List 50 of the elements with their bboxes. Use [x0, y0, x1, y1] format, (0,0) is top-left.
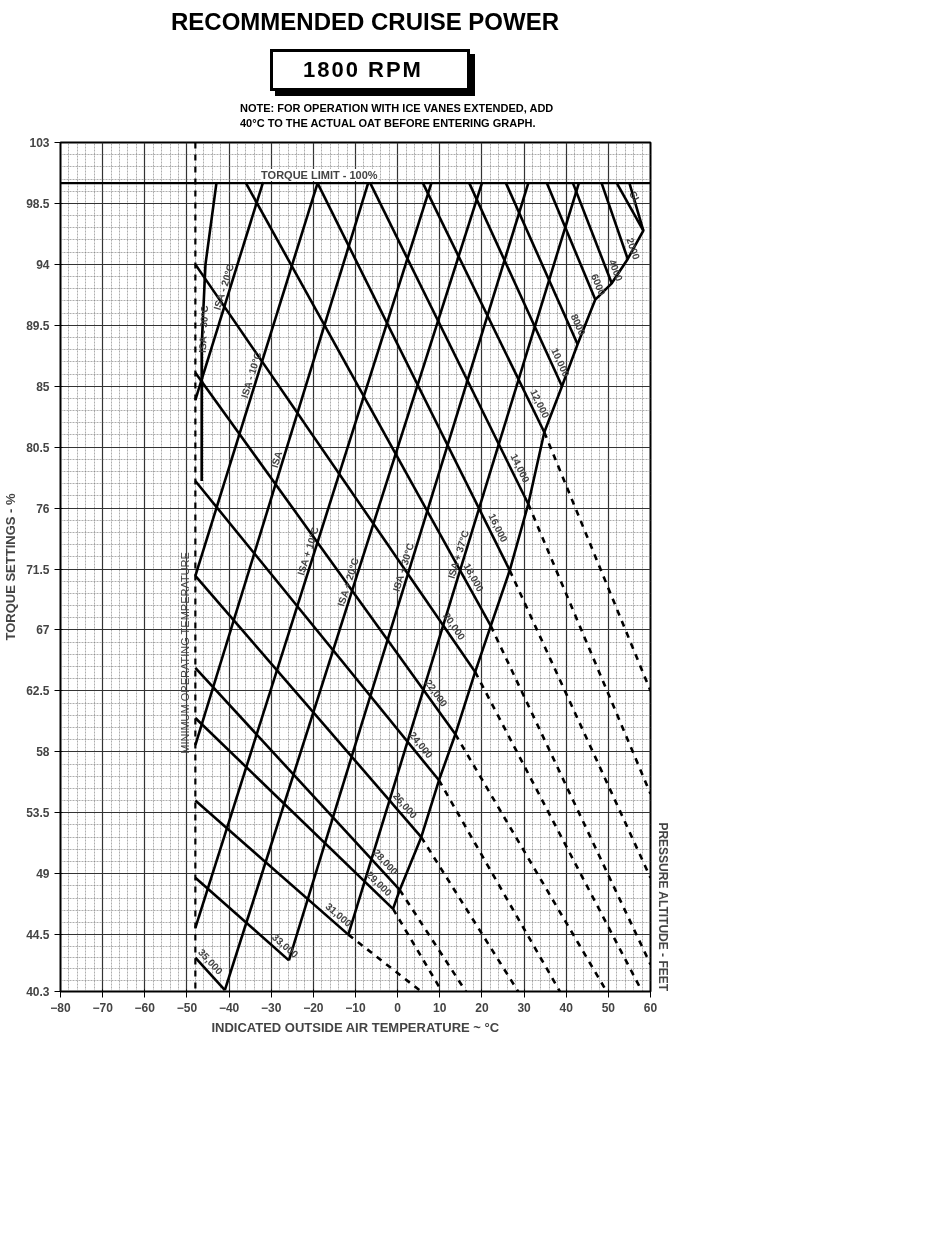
text: SL	[627, 189, 644, 207]
y-tick-label: 76	[36, 501, 50, 516]
y-tick-label: 53.5	[26, 806, 50, 821]
text: ISA + 10°C	[295, 525, 321, 577]
x-tick-label: −10	[345, 1000, 366, 1015]
text: 8000	[568, 312, 588, 338]
x-tick-label: 60	[643, 1000, 658, 1015]
x-tick-label: 40	[559, 1000, 574, 1015]
y-tick-label: 40.3	[26, 985, 50, 1000]
y-tick-label: 58	[36, 745, 50, 760]
ref-line-label: TORQUE LIMIT - 100%	[261, 169, 378, 182]
y-tick-label: 85	[36, 379, 50, 394]
x-tick-label: −30	[261, 1000, 282, 1015]
x-tick-label: 50	[601, 1000, 616, 1015]
text: 2000	[624, 236, 643, 262]
y-tick-label: 49	[36, 867, 50, 882]
text: ISA + 30°C	[390, 541, 416, 593]
x-tick-label: −60	[134, 1000, 156, 1015]
text: ISA - 30°C	[196, 305, 211, 354]
chart-subtitle: 1800 RPM	[303, 56, 423, 85]
text: ISA - 20°C	[211, 262, 237, 312]
y-tick-label: 67	[36, 623, 50, 638]
chart-title: RECOMMENDED CRUISE POWER	[170, 7, 560, 37]
ref-line-label: MINIMUM OPERATING TEMPERATURE	[179, 552, 192, 754]
x-tick-label: 10	[433, 1000, 447, 1015]
x-tick-label: 0	[394, 1000, 402, 1015]
x-tick-label: −80	[50, 1000, 71, 1015]
x-tick-label: 30	[517, 1000, 532, 1015]
text: ISA	[268, 449, 285, 470]
y-tick-label: 103	[29, 136, 50, 151]
text: ISA + 20°C	[335, 556, 361, 608]
text: 4000	[606, 257, 626, 284]
y-tick-label: 98.5	[26, 197, 50, 212]
y-axis-title: TORQUE SETTINGS - %	[3, 493, 19, 641]
y-tick-label: 62.5	[26, 684, 50, 699]
text: NOTE: FOR OPERATION WITH ICE VANES EXTENDED, ADD 40°C TO THE ACTUAL OAT BEFORE ENTERING GRAPH.	[240, 100, 555, 132]
y-tick-label: 44.5	[26, 928, 50, 943]
text: PRESSURE ALTITUDE - FEET	[655, 822, 670, 992]
x-tick-label: −20	[303, 1000, 324, 1015]
text: 6000	[588, 272, 608, 298]
x-axis-title: INDICATED OUTSIDE AIR TEMPERATURE ~ °C	[211, 1019, 500, 1035]
x-tick-label: −50	[176, 1000, 198, 1015]
x-tick-label: −40	[218, 1000, 240, 1015]
y-tick-label: 89.5	[26, 318, 50, 333]
text: ISA - 10°C	[238, 350, 264, 400]
x-tick-label: 20	[475, 1000, 489, 1015]
y-tick-label: 71.5	[26, 562, 50, 577]
y-tick-label: 80.5	[26, 440, 50, 455]
x-tick-label: −70	[92, 1000, 114, 1015]
y-tick-label: 94	[36, 257, 50, 272]
